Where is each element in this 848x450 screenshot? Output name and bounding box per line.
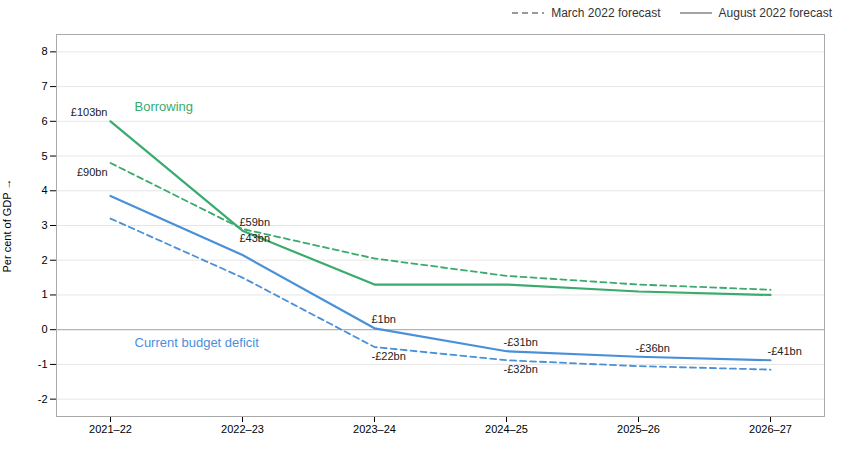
svg-text:£90bn: £90bn	[77, 166, 108, 178]
svg-text:1: 1	[41, 288, 47, 300]
svg-text:7: 7	[41, 80, 47, 92]
svg-text:2021–22: 2021–22	[89, 423, 132, 435]
svg-text:£1bn: £1bn	[372, 313, 396, 325]
svg-text:-£22bn: -£22bn	[372, 350, 406, 362]
svg-text:Per cent of GDP →: Per cent of GDP →	[1, 179, 13, 273]
svg-text:2022–23: 2022–23	[221, 423, 264, 435]
svg-text:-£36bn: -£36bn	[636, 342, 670, 354]
svg-text:-£32bn: -£32bn	[504, 363, 538, 375]
html-text:March 2022 forecast: March 2022 forecast	[551, 6, 661, 20]
svg-text:£103bn: £103bn	[71, 106, 108, 118]
svg-text:4: 4	[41, 184, 47, 196]
svg-text:-1: -1	[38, 358, 48, 370]
svg-text:-2: -2	[38, 393, 48, 405]
svg-text:8: 8	[41, 45, 47, 57]
svg-text:£59bn: £59bn	[240, 216, 271, 228]
svg-text:6: 6	[41, 115, 47, 127]
html-text:August 2022 forecast: August 2022 forecast	[718, 6, 832, 20]
svg-text:2023–24: 2023–24	[353, 423, 396, 435]
svg-text:-£41bn: -£41bn	[768, 345, 802, 357]
svg-text:-£31bn: -£31bn	[504, 336, 538, 348]
svg-text:2025–26: 2025–26	[617, 423, 660, 435]
svg-text:0: 0	[41, 323, 47, 335]
svg-text:2: 2	[41, 254, 47, 266]
svg-text:5: 5	[41, 150, 47, 162]
svg-text:2024–25: 2024–25	[485, 423, 528, 435]
svg-text:Borrowing: Borrowing	[135, 99, 194, 114]
svg-text:Current budget deficit: Current budget deficit	[135, 335, 260, 350]
svg-text:2026–27: 2026–27	[749, 423, 792, 435]
svg-text:3: 3	[41, 219, 47, 231]
svg-text:£43bn: £43bn	[240, 232, 271, 244]
